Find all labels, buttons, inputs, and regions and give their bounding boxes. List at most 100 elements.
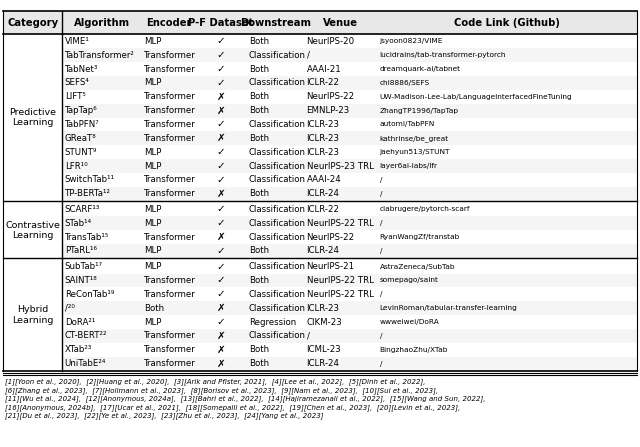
Text: SEFS⁴: SEFS⁴ <box>65 78 90 88</box>
Text: TabNet³: TabNet³ <box>65 64 98 74</box>
Text: ICLR-22: ICLR-22 <box>307 205 340 214</box>
Text: ✓: ✓ <box>217 261 225 272</box>
Text: /: / <box>380 177 382 183</box>
Text: ICLR-23: ICLR-23 <box>307 120 340 129</box>
Text: NeurIPS-22 TRL: NeurIPS-22 TRL <box>307 219 373 228</box>
Text: BingzhaoZhu/XTab: BingzhaoZhu/XTab <box>380 347 448 353</box>
Text: Classification: Classification <box>249 304 306 313</box>
Text: NeurIPS-22: NeurIPS-22 <box>307 92 355 101</box>
Text: AAAI-21: AAAI-21 <box>307 64 341 74</box>
Text: ICLR-23: ICLR-23 <box>307 304 340 313</box>
Text: Both: Both <box>249 276 269 285</box>
Text: VIME¹: VIME¹ <box>65 37 90 46</box>
Text: Both: Both <box>249 345 269 354</box>
Text: /: / <box>380 291 382 297</box>
Text: Both: Both <box>249 246 269 256</box>
Bar <box>62 104 637 118</box>
Text: jaehyun513/STUNT: jaehyun513/STUNT <box>380 149 450 155</box>
Bar <box>62 357 637 371</box>
Text: ✗: ✗ <box>217 133 225 143</box>
Text: Classification: Classification <box>249 262 306 271</box>
Text: ✓: ✓ <box>217 218 225 228</box>
Text: Category: Category <box>7 18 58 28</box>
Text: Both: Both <box>249 134 269 143</box>
Text: MLP: MLP <box>144 161 161 171</box>
Text: Transformer: Transformer <box>144 232 196 242</box>
Text: ✓: ✓ <box>217 161 225 171</box>
Text: Classification: Classification <box>249 219 306 228</box>
Text: ZhangTP1996/TapTap: ZhangTP1996/TapTap <box>380 108 458 114</box>
Text: ✓: ✓ <box>217 175 225 185</box>
Text: Transformer: Transformer <box>144 290 196 299</box>
Text: LevinRoman/tabular-transfer-learning: LevinRoman/tabular-transfer-learning <box>380 305 517 311</box>
Text: jsyoon0823/VIME: jsyoon0823/VIME <box>380 38 443 44</box>
Text: ICLR-24: ICLR-24 <box>307 246 340 256</box>
Bar <box>62 187 637 201</box>
Text: Transformer: Transformer <box>144 92 196 101</box>
Text: NeurIPS-21: NeurIPS-21 <box>307 262 355 271</box>
Text: MLP: MLP <box>144 219 161 228</box>
Text: Algorithm: Algorithm <box>74 18 130 28</box>
Text: Classification: Classification <box>249 51 306 60</box>
Text: XTab²³: XTab²³ <box>65 345 92 354</box>
Text: ✗: ✗ <box>217 105 225 116</box>
Text: Both: Both <box>249 92 269 101</box>
Text: MLP: MLP <box>144 246 161 256</box>
Text: TapTap⁶: TapTap⁶ <box>65 106 97 115</box>
Bar <box>62 301 637 315</box>
Text: ✗: ✗ <box>217 189 225 199</box>
Bar <box>3 11 637 34</box>
Text: MLP: MLP <box>144 317 161 327</box>
Text: ✓: ✓ <box>217 246 225 256</box>
Text: AstraZeneca/SubTab: AstraZeneca/SubTab <box>380 264 455 270</box>
Text: ✓: ✓ <box>217 317 225 327</box>
Text: [6][Zhang et al., 2023],  [7][Hollmann et al., 2023],  [8][Borisov et al., 2023]: [6][Zhang et al., 2023], [7][Hollmann et… <box>5 387 438 394</box>
Text: Both: Both <box>249 106 269 115</box>
Text: [11][Wu et al., 2024],  [12][Anonymous, 2024a],  [13][Bahri et al., 2022],  [14]: [11][Wu et al., 2024], [12][Anonymous, 2… <box>5 396 486 402</box>
Text: chi8886/SEFS: chi8886/SEFS <box>380 80 429 86</box>
Text: MLP: MLP <box>144 148 161 157</box>
Text: Transformer: Transformer <box>144 51 196 60</box>
Bar <box>62 76 637 90</box>
Text: NeurIPS-20: NeurIPS-20 <box>307 37 355 46</box>
Text: /: / <box>380 248 382 254</box>
Text: ✓: ✓ <box>217 204 225 215</box>
Text: automl/TabPFN: automl/TabPFN <box>380 122 435 127</box>
Text: /: / <box>380 333 382 339</box>
Text: ✓: ✓ <box>217 119 225 130</box>
Text: LFR¹⁰: LFR¹⁰ <box>65 161 88 171</box>
Bar <box>62 329 637 343</box>
Text: Classification: Classification <box>249 148 306 157</box>
Text: Contrastive
Learning: Contrastive Learning <box>5 220 60 240</box>
Text: EMNLP-23: EMNLP-23 <box>307 106 350 115</box>
Text: GReaT⁸: GReaT⁸ <box>65 134 96 143</box>
Text: Classification: Classification <box>249 290 306 299</box>
Text: lucidrains/tab-transformer-pytorch: lucidrains/tab-transformer-pytorch <box>380 52 506 58</box>
Text: TabPFN⁷: TabPFN⁷ <box>65 120 99 129</box>
Text: MLP: MLP <box>144 37 161 46</box>
Text: MLP: MLP <box>144 262 161 271</box>
Text: MLP: MLP <box>144 205 161 214</box>
Text: PTaRL¹⁶: PTaRL¹⁶ <box>65 246 97 256</box>
Text: Transformer: Transformer <box>144 276 196 285</box>
Text: ICLR-24: ICLR-24 <box>307 189 340 198</box>
Text: ICLR-23: ICLR-23 <box>307 148 340 157</box>
Text: somepago/saint: somepago/saint <box>380 278 438 283</box>
Bar <box>62 244 637 258</box>
Text: AAAI-24: AAAI-24 <box>307 175 341 185</box>
Text: TabTransformer²: TabTransformer² <box>65 51 134 60</box>
Text: STab¹⁴: STab¹⁴ <box>65 219 92 228</box>
Text: ✗: ✗ <box>217 345 225 355</box>
Text: Transformer: Transformer <box>144 134 196 143</box>
Text: SCARF¹³: SCARF¹³ <box>65 205 100 214</box>
Text: UW-Madison-Lee-Lab/LanguageInterfacedFineTuning: UW-Madison-Lee-Lab/LanguageInterfacedFin… <box>380 94 572 100</box>
Bar <box>62 159 637 173</box>
Text: Classification: Classification <box>249 232 306 242</box>
Text: ReConTab¹⁹: ReConTab¹⁹ <box>65 290 114 299</box>
Text: SAINT¹⁸: SAINT¹⁸ <box>65 276 97 285</box>
Text: SubTab¹⁷: SubTab¹⁷ <box>65 262 103 271</box>
Text: [16][Anonymous, 2024b],  [17][Ucar et al., 2021],  [18][Somepalli et al., 2022],: [16][Anonymous, 2024b], [17][Ucar et al.… <box>5 404 460 411</box>
Text: layer6ai-labs/lfr: layer6ai-labs/lfr <box>380 163 438 169</box>
Text: ✗: ✗ <box>217 232 225 242</box>
Text: Both: Both <box>249 64 269 74</box>
